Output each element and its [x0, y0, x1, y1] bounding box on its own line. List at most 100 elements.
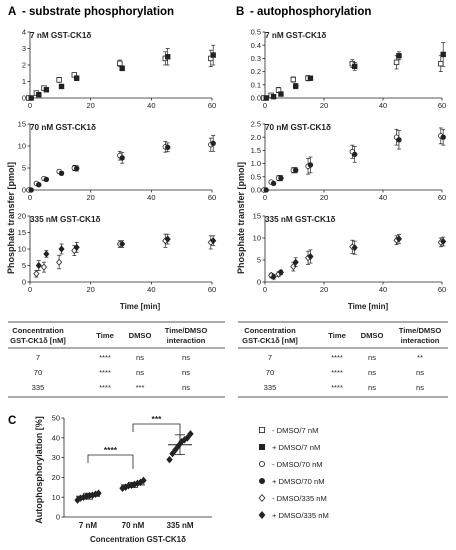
x-tick-label: 60: [208, 101, 216, 110]
panel-a-label: A: [8, 6, 16, 18]
y-tick-label: 0.0: [251, 94, 261, 103]
data-point: [438, 60, 444, 67]
plot-a3-subtitle: 335 nM GST-CK1δ: [30, 215, 101, 224]
plot-b1-subtitle: 7 nM GST-CK1δ: [265, 31, 326, 40]
y-tick-label: 50: [52, 414, 60, 423]
y-tick-label: 30: [52, 453, 60, 462]
data-point: [263, 187, 269, 193]
data-point: [166, 455, 173, 464]
data-point: [43, 87, 50, 93]
x-tick-label: 60: [438, 101, 446, 110]
plot-b3: 0 5 10 15 0 20 40 60: [253, 212, 447, 294]
x-tick-label: 20: [86, 101, 94, 110]
x-tick-label: 40: [147, 285, 155, 294]
panel-b-label: B: [236, 6, 244, 18]
x-tick-label: 40: [379, 193, 387, 202]
data-point: [270, 93, 277, 100]
y-tick-label: 1.0: [251, 159, 261, 168]
table-cell: **: [417, 353, 423, 362]
table-header-cell: Concentration: [12, 326, 64, 335]
group-335-nM: [166, 430, 194, 464]
y-tick-label: 1: [22, 77, 26, 86]
group-7-nM: [74, 489, 102, 504]
x-tick-label: 60: [208, 285, 216, 294]
y-tick-label: 2.0: [251, 133, 261, 142]
legend-entry: + DMSO/70 nM: [258, 477, 325, 486]
bracket-line: [87, 454, 134, 469]
panel-a-x-label: Time [min]: [120, 302, 161, 311]
data-point: [210, 237, 217, 245]
y-tick-label: 20: [52, 473, 60, 482]
table-header-cell: interaction: [401, 336, 440, 345]
y-tick-label: 15: [18, 120, 26, 129]
y-tick-label: 10: [52, 493, 60, 502]
bracket-line: [132, 423, 181, 438]
table-header-cell: Time/DMSO: [399, 326, 442, 335]
data-point: [184, 434, 191, 442]
table-cell: 7: [268, 353, 272, 362]
legend-label: - DMSO/7 nM: [272, 426, 318, 435]
y-tick-label: 0: [22, 186, 26, 195]
x-tick-label: 0: [28, 101, 32, 110]
table-header-cell: Concentration: [244, 326, 296, 335]
y-tick-label: 2: [22, 61, 26, 70]
panel-c-y-label: Autophosphorylation [%]: [34, 416, 44, 524]
series-circle-open: [261, 127, 444, 193]
table-cell: 70: [266, 368, 274, 377]
legend-marker: [258, 426, 265, 433]
table-header-cell: GST-CK1δ [nM]: [242, 336, 298, 345]
legend-marker: [258, 460, 265, 467]
table-cell: 70: [34, 368, 42, 377]
y-tick-label: 5: [22, 164, 26, 173]
table-header-cell: Time/DMSO: [165, 326, 208, 335]
y-tick-label: 20: [18, 212, 26, 221]
data-point: [73, 165, 80, 172]
y-tick-label: 5: [22, 261, 26, 270]
data-point: [36, 92, 42, 98]
plot-b3-subtitle: 335 nM GST-CK1δ: [265, 215, 336, 224]
data-point: [395, 235, 403, 243]
y-tick-label: 0.4: [251, 41, 261, 50]
plot-a3: 0 5 10 15 20 0 20 40 60: [18, 212, 217, 294]
x-tick-label: 20: [86, 285, 94, 294]
panel-c-x-label: Concentration GST-CK1δ: [90, 535, 186, 544]
series-square-open: [26, 49, 214, 101]
table-cell: ns: [368, 353, 376, 362]
y-tick-label: 15: [253, 212, 261, 221]
legend-entry: + DMSO/335 nM: [258, 511, 329, 520]
data-point: [293, 167, 299, 173]
data-point: [117, 60, 123, 67]
table-cell: ****: [331, 368, 343, 377]
data-point: [164, 235, 171, 243]
data-point: [43, 176, 50, 183]
table-cell: ns: [416, 383, 424, 392]
data-point: [28, 187, 34, 193]
legend-marker: [258, 511, 266, 519]
legend-label: - DMSO/335 nM: [272, 494, 327, 503]
data-point: [56, 258, 63, 266]
significance-bracket: ****: [87, 445, 134, 469]
legend-entry: - DMSO/7 nM: [258, 426, 318, 435]
x-tick-label: 0: [28, 193, 32, 202]
x-tick-label: 40: [379, 101, 387, 110]
legend-entry: - DMSO/335 nM: [258, 494, 327, 503]
series-circle-filled: [28, 135, 216, 193]
x-tick-label: 60: [208, 193, 216, 202]
data-point: [270, 180, 277, 187]
table-cell: ns: [368, 368, 376, 377]
table-cell: 335: [264, 383, 277, 392]
data-point: [292, 258, 299, 266]
table-cell: ****: [331, 383, 343, 392]
y-tick-label: 10: [18, 245, 26, 254]
plot-a2: 0 5 10 15 0 20 40 60: [18, 120, 217, 202]
x-tick-label: 60: [438, 193, 446, 202]
data-point: [172, 445, 179, 454]
x-tick-label: 0: [263, 285, 267, 294]
x-tick-label: 0: [263, 193, 267, 202]
y-tick-label: 0: [22, 278, 26, 287]
data-point: [440, 51, 446, 58]
plot-b2-subtitle: 70 nM GST-CK1δ: [265, 123, 331, 132]
